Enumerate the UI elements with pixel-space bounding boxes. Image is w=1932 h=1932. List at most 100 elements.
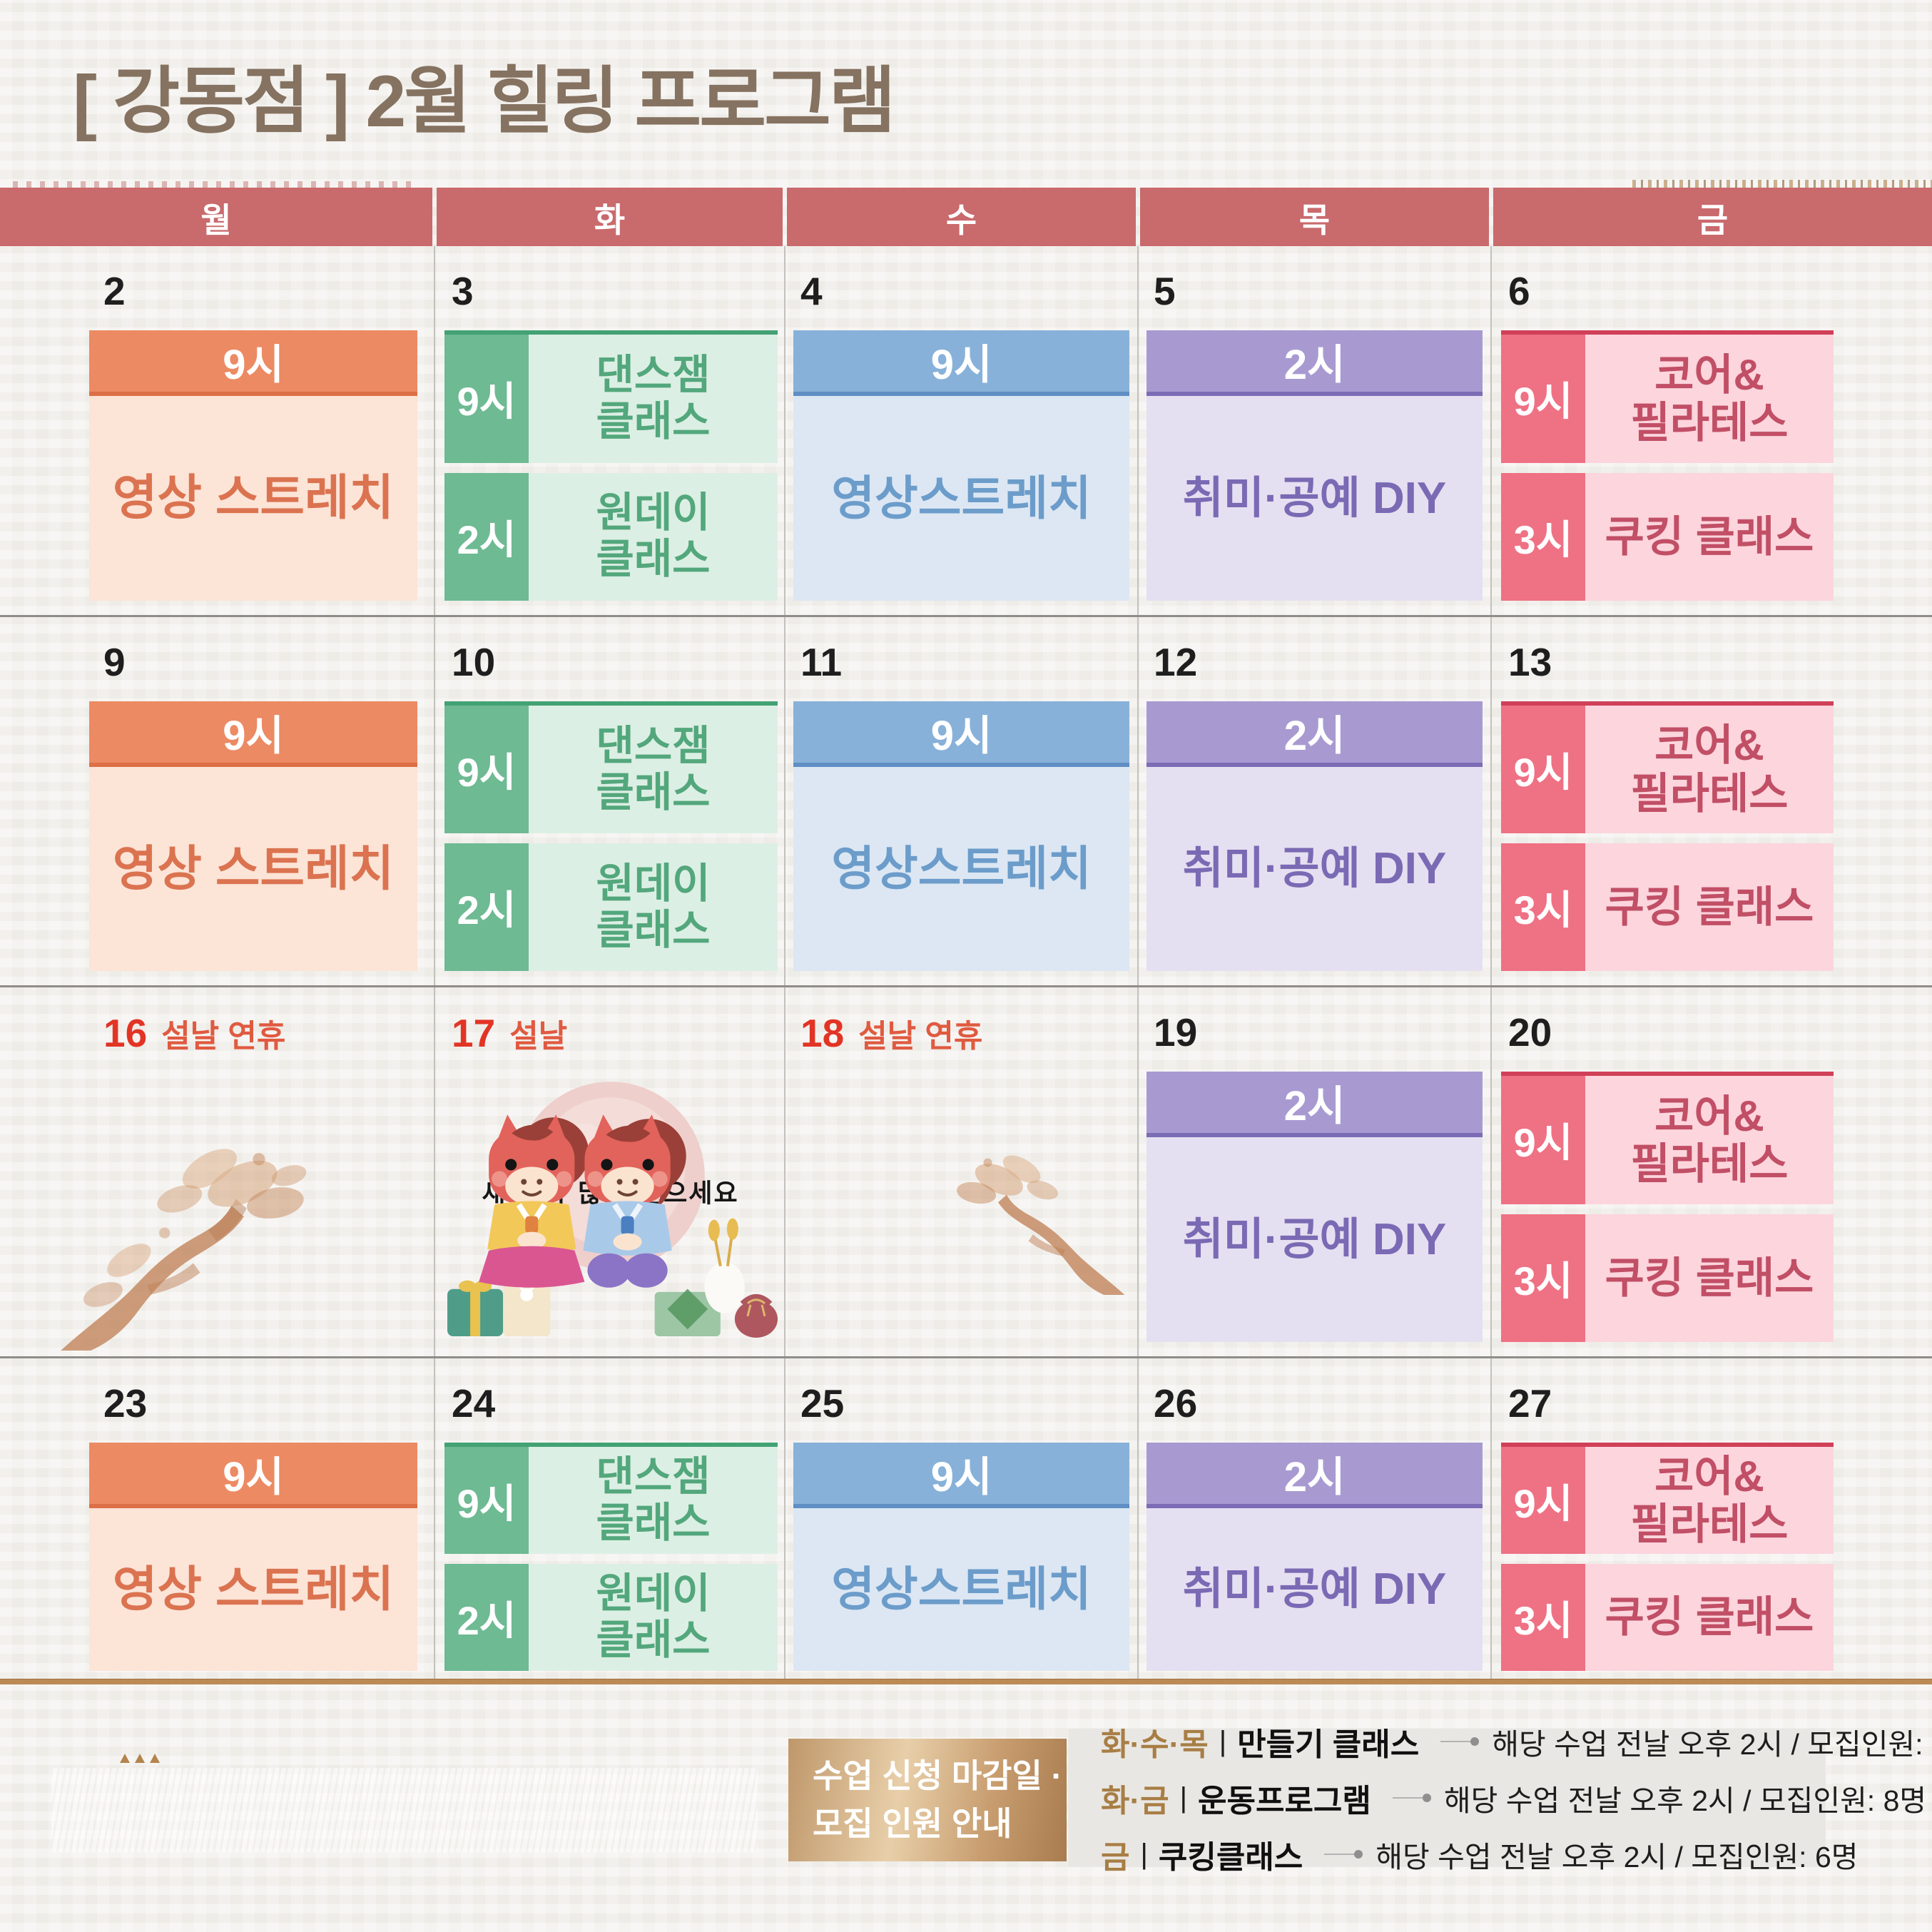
day-cell-23: 23 9시 영상 스트레치: [0, 1358, 434, 1685]
class-time-label: 9시: [444, 1447, 529, 1554]
class-name-label: 쿠킹 클래스: [1585, 1564, 1834, 1671]
day-number: 12: [1154, 640, 1198, 684]
triangle-icon: [120, 1754, 130, 1763]
class-name-label: 쿠킹 클래스: [1585, 472, 1834, 601]
class-name-label: 댄스잼 클래스: [529, 335, 778, 463]
class-name-label: 댄스잼 클래스: [529, 1447, 778, 1554]
class-time-label: 2시: [1147, 1443, 1483, 1508]
legend-description: 해당 수업 전날 오후 2시 / 모집인원: 6명: [1376, 1841, 1859, 1873]
day-number: 24: [452, 1381, 496, 1425]
class-name-label: 취미·공예 DIY: [1147, 396, 1483, 601]
class-block-video-stretch: 9시 영상스트레치: [793, 1443, 1129, 1671]
class-time-label: 9시: [793, 1443, 1129, 1508]
class-block-cooking: 3시 쿠킹 클래스: [1501, 1564, 1834, 1671]
holiday-label: 설날 연휴: [161, 1018, 286, 1054]
day-number: 3: [452, 269, 474, 313]
day-number: 20: [1508, 1010, 1552, 1054]
column-divider: [1490, 246, 1492, 1679]
day-cell-24: 24 9시 댄스잼 클래스 2시 원데이 클래스: [434, 1358, 785, 1685]
holiday-label: 설날 연휴: [858, 1018, 983, 1054]
class-time-label: 9시: [89, 330, 417, 396]
class-name-label: 댄스잼 클래스: [529, 706, 778, 833]
connector-line: [1324, 1850, 1363, 1859]
week-row-3: 16 설날 연휴: [0, 985, 1932, 1356]
class-time-label: 3시: [1501, 843, 1585, 971]
class-time-label: 2시: [1147, 1072, 1483, 1137]
class-block-video-stretch: 9시 영상스트레치: [793, 701, 1129, 971]
class-time-label: 3시: [1501, 1564, 1585, 1671]
weekday-header: 월 화 수 목 금: [0, 188, 1932, 246]
day-cell-10: 10 9시 댄스잼 클래스 2시 원데이 클래스: [434, 617, 785, 985]
class-name-label: 코어& 필라테스: [1585, 1076, 1834, 1204]
day-cell-26: 26 2시 취미·공예 DIY: [1138, 1358, 1491, 1685]
paper-texture-panel: [51, 1768, 758, 1852]
legend-divider: |: [1179, 1781, 1188, 1814]
day-number: 9: [103, 640, 126, 684]
horse-character-right: [583, 1114, 686, 1288]
class-block-video-stretch: 9시 영상 스트레치: [89, 330, 417, 601]
column-divider: [784, 246, 785, 1679]
class-block-oneday: 2시 원데이 클래스: [444, 843, 778, 971]
class-block-hobby-diy: 2시 취미·공예 DIY: [1147, 1072, 1483, 1342]
legend-class-name: 만들기 클래스: [1237, 1727, 1420, 1762]
week-row-4: 23 9시 영상 스트레치 24 9시 댄스잼 클래스 2시 원데이 클래스: [0, 1356, 1932, 1685]
day-number: 4: [800, 269, 823, 313]
day-number: 23: [103, 1381, 148, 1425]
notice-title-box: 수업 신청 마감일 · 모집 인원 안내: [788, 1739, 1067, 1861]
gift-boxes: [447, 1218, 778, 1338]
weekday-label-mon: 월: [0, 188, 432, 246]
day-cell-3: 3 9시 댄스잼 클래스 2시 원데이 클래스: [434, 246, 785, 615]
day-cell-13: 13 9시 코어& 필라테스 3시 쿠킹 클래스: [1491, 617, 1932, 985]
class-name-label: 코어& 필라테스: [1585, 335, 1834, 463]
class-name-label: 영상 스트레치: [89, 767, 417, 971]
torn-edge-decoration: [1632, 180, 1932, 188]
legend-description: 해당 수업 전날 오후 2시 / 모집인원: 8명: [1443, 1784, 1927, 1817]
class-name-label: 취미·공예 DIY: [1147, 1137, 1483, 1342]
class-time-label: 3시: [1501, 472, 1585, 601]
class-time-label: 2시: [1147, 701, 1483, 767]
day-cell-20: 20 9시 코어& 필라테스 3시 쿠킹 클래스: [1491, 987, 1932, 1356]
day-cell-4: 4 9시 영상스트레치: [785, 246, 1138, 615]
day-cell-11: 11 9시 영상스트레치: [785, 617, 1138, 985]
class-block-video-stretch: 9시 영상스트레치: [793, 330, 1129, 601]
class-block-core-pilates: 9시 코어& 필라테스: [1501, 1072, 1834, 1204]
class-time-label: 9시: [1501, 1447, 1585, 1554]
class-name-label: 원데이 클래스: [529, 843, 778, 971]
day-cell-18-holiday: 18 설날 연휴: [785, 987, 1138, 1356]
class-time-label: 3시: [1501, 1214, 1585, 1342]
class-name-label: 영상스트레치: [793, 1508, 1129, 1671]
class-name-label: 쿠킹 클래스: [1585, 1214, 1834, 1342]
class-name-label: 코어& 필라테스: [1585, 706, 1834, 833]
legend-row-exercise-program: 화·금 | 운동프로그램 해당 수업 전날 오후 2시 / 모집인원: 8명: [1101, 1775, 1926, 1821]
week-row-2: 9 9시 영상 스트레치 10 9시 댄스잼 클래스 2시 원데이 클래스: [0, 615, 1932, 985]
class-block-cooking: 3시 쿠킹 클래스: [1501, 843, 1834, 971]
legend-row-making-class: 화·수·목 | 만들기 클래스 해당 수업 전날 오후 2시 / 모집인원: 6…: [1101, 1719, 1932, 1764]
class-time-label: 9시: [444, 706, 529, 833]
class-block-dance-jam: 9시 댄스잼 클래스: [444, 1443, 778, 1554]
class-time-label: 9시: [89, 1443, 417, 1508]
legend-description: 해당 수업 전날 오후 2시 / 모집인원: 6명: [1492, 1728, 1932, 1761]
day-cell-5: 5 2시 취미·공예 DIY: [1138, 246, 1491, 615]
triangle-icon: [135, 1754, 145, 1763]
day-number: 27: [1508, 1381, 1552, 1425]
day-number: 10: [452, 640, 496, 684]
notice-title-line2: 모집 인원 안내: [813, 1805, 1012, 1842]
day-number: 25: [800, 1381, 845, 1425]
legend-days: 금: [1101, 1840, 1130, 1875]
day-cell-9: 9 9시 영상 스트레치: [0, 617, 434, 985]
class-block-cooking: 3시 쿠킹 클래스: [1501, 472, 1834, 601]
class-name-label: 원데이 클래스: [529, 1564, 778, 1671]
connector-line: [1440, 1737, 1480, 1746]
weekday-label-thu: 목: [1140, 188, 1489, 246]
day-cell-6: 6 9시 코어& 필라테스 3시 쿠킹 클래스: [1491, 246, 1932, 615]
class-name-label: 코어& 필라테스: [1585, 1447, 1834, 1554]
holiday-label: 설날: [509, 1018, 568, 1054]
page-title: [ 강동점 ] 2월 힐링 프로그램: [73, 61, 896, 142]
class-name-label: 원데이 클래스: [529, 472, 778, 601]
day-number: 13: [1508, 640, 1552, 684]
day-number: 18: [800, 1011, 845, 1055]
column-divider: [434, 246, 435, 1679]
class-block-oneday: 2시 원데이 클래스: [444, 472, 778, 601]
class-name-label: 영상스트레치: [793, 396, 1129, 601]
